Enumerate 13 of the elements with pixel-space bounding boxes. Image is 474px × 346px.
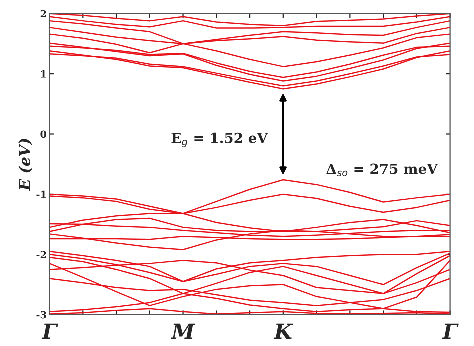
y-tick-label: 0 (40, 130, 47, 138)
y-axis-title: E (eV) (18, 139, 33, 192)
x-tick-label: Γ (42, 324, 58, 340)
y-tick-label: -3 (36, 311, 46, 319)
y-tick-label: 2 (40, 10, 46, 18)
y-tick-label: -1 (36, 190, 46, 198)
annotation: E$_{g}$ = 1.52 eV (172, 132, 268, 148)
x-tick-label: M (171, 324, 196, 340)
y-tick-label: 1 (41, 70, 46, 78)
y-tick-label: -2 (36, 251, 46, 258)
x-tick-label: K (274, 324, 294, 340)
x-tick-label: Γ (442, 324, 459, 340)
annotation: Δ$_{so}$ = 275 meV (326, 164, 438, 177)
